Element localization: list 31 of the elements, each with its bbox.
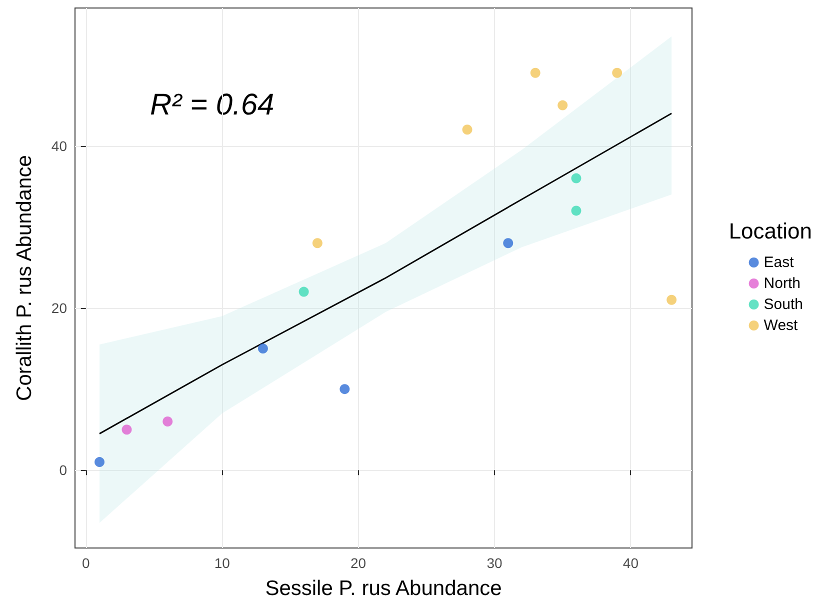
point — [530, 68, 540, 78]
point — [462, 124, 472, 135]
legend-label: East — [764, 254, 795, 271]
point — [612, 68, 622, 78]
point — [94, 457, 105, 468]
legend-label: North — [764, 275, 800, 292]
y-axis-title: Corallith P. rus Abundance — [13, 155, 36, 401]
point — [122, 424, 132, 435]
point — [258, 344, 268, 354]
legend-title: Location — [728, 218, 812, 244]
x-tick-label: 10 — [214, 555, 230, 571]
point — [666, 294, 677, 305]
point — [162, 416, 173, 427]
y-tick-label: 20 — [51, 300, 68, 316]
x-tick-label: 40 — [622, 555, 639, 571]
legend-label: West — [764, 317, 799, 334]
y-tick-label: 40 — [51, 138, 68, 154]
x-tick-label: 30 — [486, 555, 503, 571]
point — [571, 173, 582, 184]
x-tick-label: 0 — [82, 555, 90, 571]
point — [312, 238, 322, 248]
legend-label: South — [764, 296, 804, 313]
x-tick-label: 20 — [350, 555, 366, 571]
annotation: R² = 0.64 — [150, 88, 274, 122]
y-tick-label: 0 — [59, 462, 68, 478]
point — [298, 286, 309, 297]
point — [571, 206, 582, 216]
x-axis-title: Sessile P. rus Abundance — [265, 577, 502, 600]
point — [503, 238, 514, 248]
point — [340, 384, 350, 394]
point — [558, 100, 568, 110]
